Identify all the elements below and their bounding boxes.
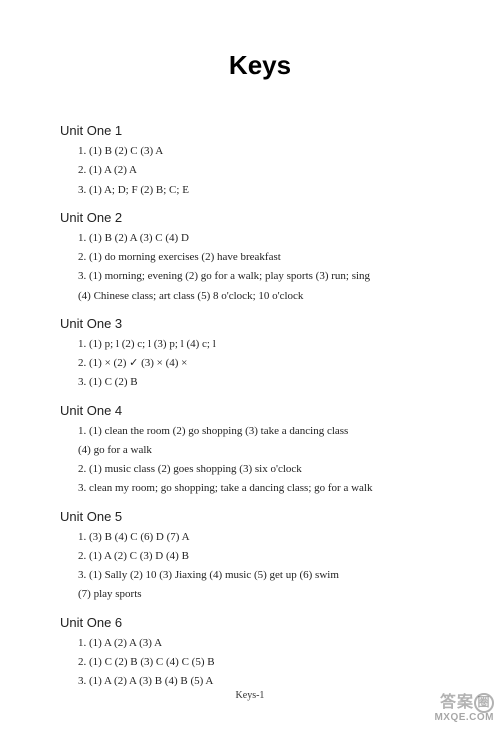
answer-line: 1. (1) A (2) A (3) A xyxy=(60,634,460,653)
answer-line: (4) go for a walk xyxy=(60,441,460,460)
answer-line: 3. clean my room; go shopping; take a da… xyxy=(60,479,460,498)
unit-heading: Unit One 2 xyxy=(60,210,460,225)
unit-block: Unit One 4 1. (1) clean the room (2) go … xyxy=(60,403,460,499)
unit-block: Unit One 6 1. (1) A (2) A (3) A 2. (1) C… xyxy=(60,615,460,692)
page-title: Keys xyxy=(60,50,460,81)
answer-line: 2. (1) A (2) C (3) D (4) B xyxy=(60,547,460,566)
page-footer: Keys-1 xyxy=(0,690,500,701)
watermark-text: 答案 xyxy=(440,694,474,711)
unit-heading: Unit One 3 xyxy=(60,316,460,331)
answer-line: 2. (1) A (2) A xyxy=(60,161,460,180)
unit-heading: Unit One 1 xyxy=(60,123,460,138)
watermark: 答案圈 MXQE.COM xyxy=(434,693,494,724)
unit-block: Unit One 3 1. (1) p; l (2) c; l (3) p; l… xyxy=(60,316,460,393)
watermark-circle-icon: 圈 xyxy=(474,693,494,713)
answer-line: 3. (1) A; D; F (2) B; C; E xyxy=(60,181,460,200)
answer-line: 1. (1) clean the room (2) go shopping (3… xyxy=(60,422,460,441)
answer-line: 1. (1) B (2) A (3) C (4) D xyxy=(60,229,460,248)
unit-block: Unit One 5 1. (3) B (4) C (6) D (7) A 2.… xyxy=(60,509,460,605)
answer-line: 2. (1) music class (2) goes shopping (3)… xyxy=(60,460,460,479)
answer-line: 1. (1) B (2) C (3) A xyxy=(60,142,460,161)
answer-line: 3. (1) morning; evening (2) go for a wal… xyxy=(60,267,460,286)
unit-heading: Unit One 6 xyxy=(60,615,460,630)
unit-block: Unit One 2 1. (1) B (2) A (3) C (4) D 2.… xyxy=(60,210,460,306)
answer-line: 3. (1) Sally (2) 10 (3) Jiaxing (4) musi… xyxy=(60,566,460,585)
unit-block: Unit One 1 1. (1) B (2) C (3) A 2. (1) A… xyxy=(60,123,460,200)
answer-line: 2. (1) do morning exercises (2) have bre… xyxy=(60,248,460,267)
answer-line: 2. (1) C (2) B (3) C (4) C (5) B xyxy=(60,653,460,672)
watermark-line2: MXQE.COM xyxy=(434,713,494,724)
answer-line: (4) Chinese class; art class (5) 8 o'clo… xyxy=(60,287,460,306)
answer-line: 3. (1) C (2) B xyxy=(60,373,460,392)
answer-line: 2. (1) × (2) ✓ (3) × (4) × xyxy=(60,354,460,373)
answer-line: (7) play sports xyxy=(60,585,460,604)
watermark-line1: 答案圈 xyxy=(434,693,494,713)
answer-line: 1. (1) p; l (2) c; l (3) p; l (4) c; l xyxy=(60,335,460,354)
unit-heading: Unit One 5 xyxy=(60,509,460,524)
answer-line: 3. (1) A (2) A (3) B (4) B (5) A xyxy=(60,672,460,691)
unit-heading: Unit One 4 xyxy=(60,403,460,418)
answer-line: 1. (3) B (4) C (6) D (7) A xyxy=(60,528,460,547)
